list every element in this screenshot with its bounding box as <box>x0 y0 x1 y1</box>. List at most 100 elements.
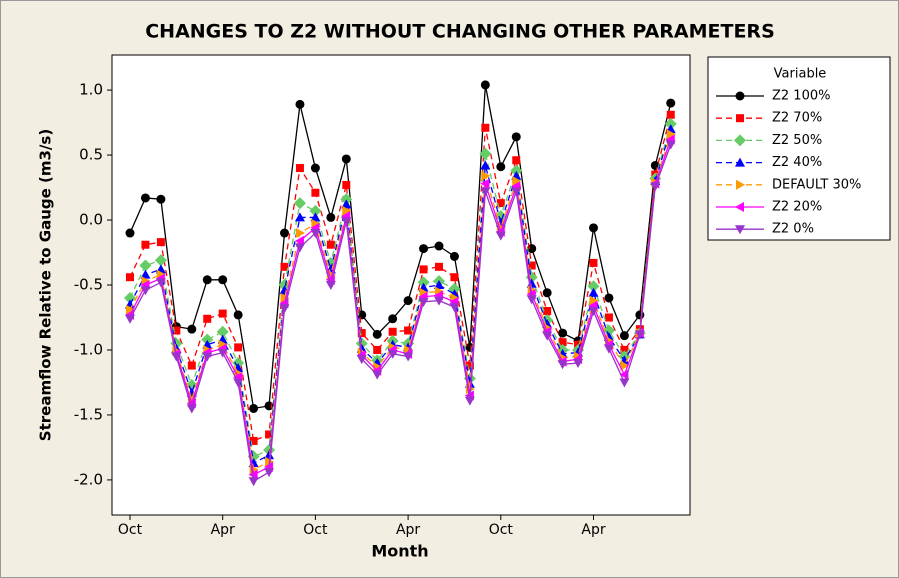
marker <box>735 202 744 212</box>
marker <box>635 310 645 320</box>
marker <box>248 477 259 487</box>
marker <box>341 217 352 227</box>
marker <box>310 163 320 173</box>
y-tick-label: 1.0 <box>79 81 103 99</box>
marker <box>558 338 567 347</box>
series-line <box>129 144 672 483</box>
marker <box>265 430 274 439</box>
marker <box>294 243 305 253</box>
legend-label: Z2 70% <box>772 111 822 126</box>
marker <box>264 468 275 478</box>
marker <box>311 188 320 197</box>
marker <box>141 240 150 249</box>
marker <box>126 304 135 315</box>
marker <box>280 292 290 303</box>
marker <box>294 212 305 222</box>
x-tick-label: Apr <box>581 522 605 538</box>
marker <box>542 288 552 298</box>
marker <box>185 379 198 392</box>
marker <box>124 291 136 304</box>
x-tick-label: Oct <box>489 522 514 538</box>
marker <box>650 182 661 192</box>
marker <box>511 187 522 197</box>
x-tick-label: Apr <box>211 522 235 538</box>
marker <box>418 297 429 307</box>
marker <box>326 240 335 249</box>
marker <box>341 154 351 164</box>
marker <box>666 110 675 119</box>
marker <box>388 327 397 336</box>
marker <box>202 275 212 285</box>
marker <box>309 204 322 217</box>
marker <box>527 261 536 270</box>
marker <box>419 244 429 254</box>
marker <box>735 225 745 235</box>
marker <box>450 273 459 282</box>
marker <box>403 352 414 362</box>
marker <box>139 259 152 272</box>
legend-label: Z2 100% <box>772 89 830 104</box>
x-tick-label: Oct <box>118 522 143 538</box>
marker <box>234 343 243 352</box>
marker <box>125 228 135 238</box>
marker <box>587 280 600 293</box>
y-tick-label: -2.0 <box>74 470 103 488</box>
marker <box>620 345 629 354</box>
marker <box>619 378 630 388</box>
y-tick-label: -1.0 <box>74 340 103 358</box>
marker <box>604 293 614 303</box>
marker <box>355 337 368 350</box>
marker <box>342 205 352 216</box>
marker <box>341 199 352 209</box>
y-axis-label: Streamflow Relative to Gauge (m3/s) <box>37 129 55 441</box>
marker <box>465 361 474 370</box>
marker <box>588 287 599 297</box>
marker <box>481 123 490 132</box>
marker <box>619 331 629 341</box>
marker <box>434 241 444 251</box>
marker <box>735 91 745 101</box>
y-tick-label: 0.5 <box>79 146 103 164</box>
marker <box>603 344 614 354</box>
marker <box>604 313 613 322</box>
marker <box>403 296 413 306</box>
legend-label: Z2 40% <box>772 155 822 170</box>
x-tick-label: Apr <box>396 522 420 538</box>
marker <box>449 251 459 261</box>
marker <box>340 193 353 206</box>
marker <box>735 157 745 167</box>
marker <box>280 262 289 271</box>
y-tick-label: 0.0 <box>79 211 103 229</box>
marker <box>279 304 290 314</box>
marker <box>326 212 336 222</box>
marker <box>665 140 676 150</box>
marker <box>404 326 413 335</box>
marker <box>155 278 166 288</box>
chart-title: CHANGES TO Z2 WITHOUT CHANGING OTHER PAR… <box>145 21 775 43</box>
marker <box>342 180 351 189</box>
marker <box>496 162 506 172</box>
x-tick-label: Oct <box>303 522 328 538</box>
marker <box>232 356 245 369</box>
marker <box>372 370 383 380</box>
marker <box>573 358 584 368</box>
marker <box>512 156 521 165</box>
marker <box>557 360 568 370</box>
marker <box>154 254 167 267</box>
legend-box <box>707 56 891 241</box>
marker <box>526 295 537 305</box>
marker <box>449 303 460 313</box>
legend-label: Z2 50% <box>772 133 822 148</box>
marker <box>434 280 444 289</box>
legend-label: Z2 0% <box>772 222 814 237</box>
marker <box>187 361 196 370</box>
marker <box>372 329 382 339</box>
marker <box>511 132 521 142</box>
marker <box>666 98 676 108</box>
marker <box>419 265 428 274</box>
marker <box>156 238 165 247</box>
marker <box>388 314 398 324</box>
legend-title: Variable <box>774 67 827 82</box>
marker <box>543 306 552 315</box>
